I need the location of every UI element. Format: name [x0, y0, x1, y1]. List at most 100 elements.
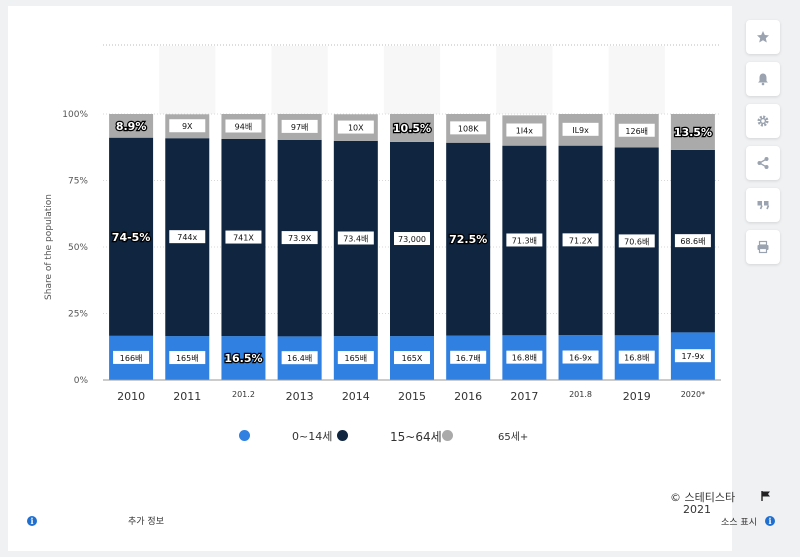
x-tick-label: 2016 — [454, 390, 482, 403]
print-icon — [757, 240, 769, 254]
bar-segment — [670, 114, 715, 150]
data-label: 165X — [402, 354, 423, 363]
data-label-box — [225, 230, 262, 244]
data-label-box — [506, 233, 543, 247]
column-band — [608, 46, 665, 114]
data-label: 8.9% — [116, 120, 147, 133]
data-label: 74-5% — [112, 231, 151, 244]
data-label-box — [506, 350, 543, 364]
source-link[interactable]: 소스 표시 — [721, 518, 757, 528]
data-label: 73.4배 — [343, 234, 368, 243]
legend-swatch-0-14 — [239, 430, 250, 441]
copyright-text: © 스테티스타 — [670, 491, 736, 504]
data-label-box — [169, 230, 206, 244]
bell-icon — [758, 73, 768, 86]
data-label: 10X — [348, 124, 364, 133]
data-label: 9X — [182, 122, 193, 131]
data-label-box — [674, 349, 711, 363]
legend-label-0-14: 0~14세 — [292, 430, 333, 443]
bar-segment — [109, 137, 154, 336]
bar-segment — [109, 114, 154, 138]
print-button[interactable] — [746, 230, 780, 264]
data-label: 126배 — [625, 127, 648, 136]
data-label-box — [337, 231, 374, 245]
bar-segment — [390, 114, 434, 142]
column-band — [159, 46, 216, 114]
data-label: 16.8배 — [512, 354, 537, 363]
data-label-box — [562, 122, 599, 136]
column-band — [271, 46, 328, 114]
x-tick-label: 2019 — [623, 390, 651, 403]
data-label: IL9x — [572, 126, 589, 135]
data-label: 108K — [458, 124, 479, 133]
data-label: 97배 — [291, 123, 309, 132]
copyright-year: 2021 — [683, 503, 711, 516]
data-label: 17-9x — [681, 352, 704, 361]
data-label: 16.7배 — [456, 354, 481, 363]
data-label: 13.5% — [674, 126, 712, 139]
data-label-box — [506, 123, 543, 137]
star-icon — [757, 31, 769, 43]
legend-swatch-15-64 — [337, 430, 348, 441]
data-label: 165배 — [344, 354, 367, 363]
data-label-box — [618, 350, 655, 364]
data-label: 165배 — [176, 354, 199, 363]
data-label-box — [337, 351, 374, 365]
source-info-icon[interactable]: i — [765, 516, 775, 526]
data-label: 744x — [177, 233, 197, 242]
data-label: 16.5% — [224, 352, 262, 365]
flag-icon[interactable] — [760, 490, 772, 502]
data-label-box — [169, 119, 206, 133]
data-label-box — [394, 351, 430, 365]
gear-icon — [757, 115, 769, 127]
notification-button[interactable] — [746, 62, 780, 96]
quote-icon — [757, 201, 770, 210]
data-label: 68.6배 — [680, 237, 705, 246]
chart-legend: 0~14세 15~64세 65세+ — [0, 428, 800, 448]
column-band — [383, 46, 441, 114]
data-label: 16.4배 — [287, 354, 312, 363]
more-info-link[interactable]: 추가 정보 — [128, 517, 164, 527]
y-tick-label: 0% — [74, 376, 89, 386]
data-label: 1I4x — [516, 126, 534, 135]
column-band — [496, 46, 553, 114]
settings-button[interactable] — [746, 104, 780, 138]
x-tick-label: 2015 — [398, 390, 426, 403]
data-label: 10.5% — [393, 122, 431, 135]
x-tick-label: 2010 — [117, 390, 145, 403]
data-label-box — [281, 351, 318, 365]
data-label: 741X — [233, 234, 254, 243]
legend-label-65: 65세+ — [498, 432, 529, 443]
share-button[interactable] — [746, 146, 780, 180]
data-label-box — [169, 351, 206, 365]
data-label: 16-9x — [569, 354, 592, 363]
data-label-box — [674, 234, 711, 248]
data-label: 72.5% — [449, 233, 487, 246]
y-tick-label: 50% — [68, 243, 88, 253]
info-icon[interactable]: i — [27, 516, 37, 526]
bar-segment — [221, 336, 266, 380]
bar-segment — [446, 142, 491, 336]
legend-swatch-65 — [442, 430, 453, 441]
y-axis-label: Share of the population — [44, 194, 54, 300]
x-tick-label: 2017 — [510, 390, 538, 403]
data-label-box — [225, 119, 262, 133]
share-icon — [757, 157, 769, 169]
data-label-box — [562, 233, 599, 247]
data-label: 166배 — [120, 354, 143, 363]
favorite-button[interactable] — [746, 20, 780, 54]
data-label-box — [450, 121, 487, 135]
data-label-box — [618, 234, 655, 248]
x-tick-label: 201.2 — [232, 390, 255, 399]
cite-button[interactable] — [746, 188, 780, 222]
y-tick-label: 75% — [68, 177, 88, 187]
x-tick-label: 2020* — [681, 390, 705, 399]
data-label: 71.3배 — [512, 236, 537, 245]
data-label-box — [562, 350, 599, 364]
x-tick-label: 2011 — [173, 390, 201, 403]
data-label-box — [281, 119, 318, 133]
data-label-box — [113, 350, 150, 364]
data-label-box — [281, 231, 318, 245]
x-tick-label: 201.8 — [569, 390, 592, 399]
